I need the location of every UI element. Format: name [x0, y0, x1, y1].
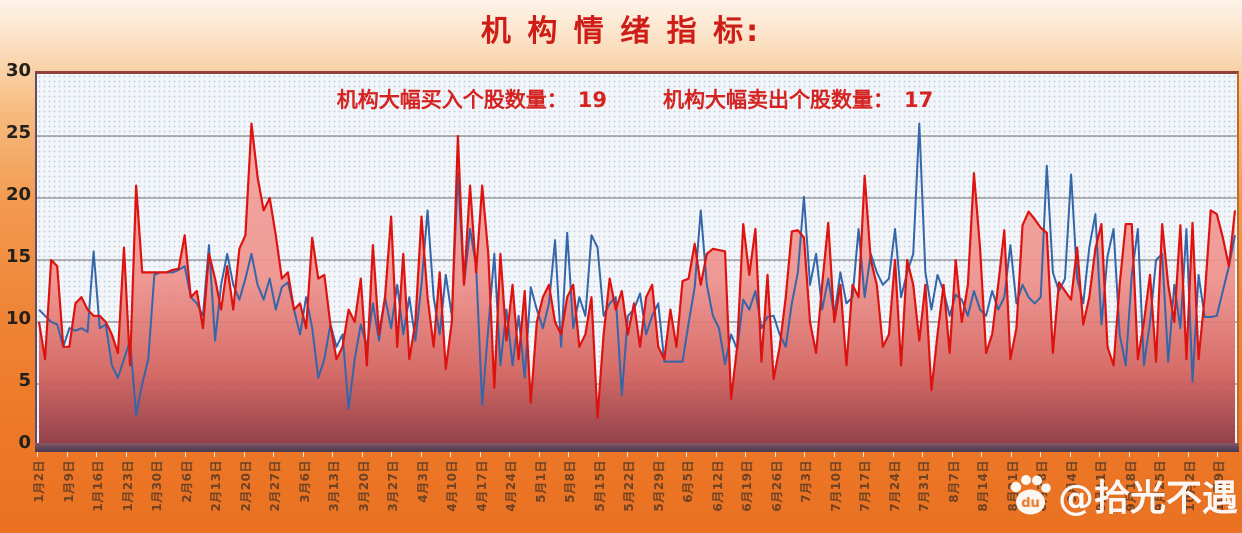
- sell-count-value: 17: [904, 88, 934, 112]
- y-tick-label-15: 15: [5, 246, 31, 267]
- x-tick-label-15: 4月10日: [445, 460, 459, 512]
- x-tick-mark: [538, 452, 540, 457]
- x-tick-mark: [361, 452, 363, 457]
- x-tick-label-10: 3月6日: [297, 460, 312, 503]
- x-tick-mark: [479, 452, 481, 457]
- x-tick-label-14: 4月3日: [415, 460, 430, 503]
- x-tick-mark: [1217, 452, 1218, 457]
- x-tick-label-23: 6月5日: [681, 460, 695, 503]
- x-tick-mark: [37, 452, 38, 457]
- x-tick-mark: [627, 452, 628, 457]
- x-tick-label-26: 6月26日: [769, 460, 784, 512]
- x-tick-label-16: 4月17日: [474, 460, 489, 512]
- subtitle-counts: 机构大幅买入个股数量： 19 机构大幅卖出个股数量： 17: [35, 84, 1235, 114]
- buy-count-value: 19: [577, 88, 607, 112]
- x-tick-label-11: 3月13日: [327, 460, 341, 512]
- x-tick-label-17: 4月24日: [504, 460, 518, 512]
- x-tick-mark: [1187, 452, 1189, 457]
- x-tick-mark: [745, 452, 746, 457]
- x-tick-mark: [155, 452, 156, 457]
- x-tick-mark: [715, 452, 717, 457]
- x-tick-label-9: 2月27日: [268, 460, 282, 512]
- x-tick-mark: [568, 452, 569, 457]
- x-tick-label-22: 5月29日: [651, 460, 666, 512]
- x-tick-mark: [863, 452, 864, 457]
- buy-series-line: [37, 122, 1237, 419]
- x-tick-mark: [981, 452, 982, 457]
- x-tick-label-33: 8月14日: [976, 460, 990, 512]
- x-tick-mark: [302, 452, 304, 457]
- x-tick-mark: [509, 452, 510, 457]
- sell-series-line: [38, 122, 1236, 416]
- y-tick-label-10: 10: [5, 308, 31, 329]
- x-tick-label-30: 7月24日: [887, 460, 902, 512]
- x-tick-mark: [332, 452, 333, 457]
- baidu-paw-icon: du: [1010, 475, 1051, 515]
- x-tick-label-28: 7月10日: [828, 460, 843, 512]
- y-tick-label-30: 30: [5, 60, 31, 81]
- x-tick-label-29: 7月17日: [858, 460, 872, 512]
- x-tick-label-4: 1月23日: [120, 460, 135, 512]
- y-axis: 0 5 10 15 20 25 30: [0, 0, 31, 533]
- x-tick-label-12: 3月20日: [356, 460, 371, 512]
- x-tick-mark: [892, 452, 894, 457]
- x-tick-label-1: 1月2日: [32, 460, 46, 503]
- x-tick-mark: [1010, 452, 1012, 457]
- x-tick-mark: [774, 452, 776, 457]
- x-tick-mark: [1099, 452, 1100, 457]
- x-tick-mark: [96, 452, 97, 457]
- x-tick-label-3: 1月16日: [91, 460, 105, 512]
- x-tick-label-27: 7月3日: [799, 460, 813, 503]
- buy-series-area: [39, 123, 1235, 446]
- x-tick-mark: [450, 452, 451, 457]
- y-tick-label-0: 0: [18, 432, 31, 453]
- watermark: du @拾光不遇: [1006, 469, 1238, 521]
- x-tick-label-2: 1月9日: [61, 460, 76, 503]
- sentiment-chart-svg: [37, 122, 1237, 446]
- x-tick-mark: [1158, 452, 1159, 457]
- watermark-text: @拾光不遇: [1057, 478, 1238, 519]
- x-tick-mark: [125, 452, 127, 457]
- x-tick-mark: [66, 452, 68, 457]
- x-tick-label-18: 5月1日: [533, 460, 548, 503]
- x-tick-label-24: 6月12日: [710, 460, 725, 512]
- y-tick-label-5: 5: [18, 370, 31, 391]
- x-tick-mark: [243, 452, 245, 457]
- x-tick-label-21: 5月22日: [622, 460, 636, 512]
- sentiment-chart-plot-area: [35, 71, 1239, 446]
- x-tick-mark: [656, 452, 658, 457]
- buy-count-label: 机构大幅买入个股数量：: [336, 88, 568, 112]
- x-tick-mark: [597, 452, 599, 457]
- x-tick-label-31: 7月31日: [917, 460, 931, 512]
- x-tick-label-7: 2月13日: [209, 460, 223, 512]
- y-tick-label-25: 25: [5, 122, 31, 143]
- x-tick-label-8: 2月20日: [238, 460, 253, 512]
- x-tick-mark: [273, 452, 274, 457]
- x-tick-mark: [420, 452, 422, 457]
- x-tick-mark: [391, 452, 392, 457]
- x-tick-mark: [833, 452, 835, 457]
- x-tick-mark: [184, 452, 186, 457]
- x-axis-baseline-bar: [35, 443, 1239, 452]
- x-tick-label-19: 5月8日: [563, 460, 577, 503]
- x-tick-mark: [214, 452, 215, 457]
- x-tick-mark: [922, 452, 923, 457]
- page-title: 机 构 情 绪 指 标:: [480, 14, 762, 49]
- x-tick-label-13: 3月27日: [386, 460, 400, 512]
- x-tick-label-5: 1月30日: [150, 460, 164, 512]
- y-tick-label-20: 20: [5, 184, 31, 205]
- x-tick-mark: [1040, 452, 1041, 457]
- x-tick-label-25: 6月19日: [740, 460, 754, 512]
- x-tick-mark: [804, 452, 805, 457]
- x-tick-label-20: 5月15日: [592, 460, 607, 512]
- x-tick-mark: [951, 452, 953, 457]
- sell-count-label: 机构大幅卖出个股数量：: [663, 88, 894, 112]
- x-tick-label-32: 8月7日: [946, 460, 961, 503]
- x-tick-mark: [686, 452, 687, 457]
- x-tick-label-6: 2月6日: [179, 460, 194, 503]
- x-tick-mark: [1069, 452, 1071, 457]
- svg-text:du: du: [1021, 496, 1040, 511]
- x-tick-mark: [1128, 452, 1130, 457]
